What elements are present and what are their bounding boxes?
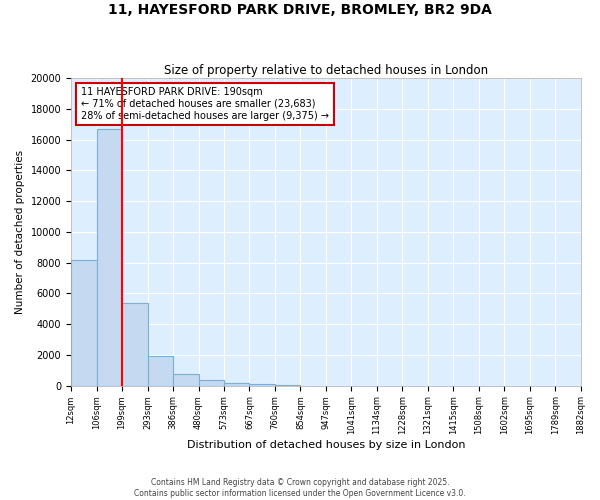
Bar (71, 260, 97, 386)
Title: Size of property relative to detached houses in London: Size of property relative to detached ho… (164, 64, 488, 77)
Text: 11, HAYESFORD PARK DRIVE, BROMLEY, BR2 9DA: 11, HAYESFORD PARK DRIVE, BROMLEY, BR2 9… (108, 2, 492, 16)
Text: Contains HM Land Registry data © Crown copyright and database right 2025.
Contai: Contains HM Land Registry data © Crown c… (134, 478, 466, 498)
Bar (250, 384, 275, 386)
Text: 11 HAYESFORD PARK DRIVE: 190sqm
← 71% of detached houses are smaller (23,683)
28: 11 HAYESFORD PARK DRIVE: 190sqm ← 71% of… (81, 88, 329, 120)
Bar (148, 356, 173, 386)
Y-axis label: Number of detached properties: Number of detached properties (15, 150, 25, 314)
Bar (97, 129, 122, 386)
Bar (173, 374, 199, 386)
Bar (224, 382, 250, 386)
X-axis label: Distribution of detached houses by size in London: Distribution of detached houses by size … (187, 440, 465, 450)
Bar (199, 380, 224, 386)
Bar (275, 385, 301, 386)
Bar (122, 302, 148, 386)
